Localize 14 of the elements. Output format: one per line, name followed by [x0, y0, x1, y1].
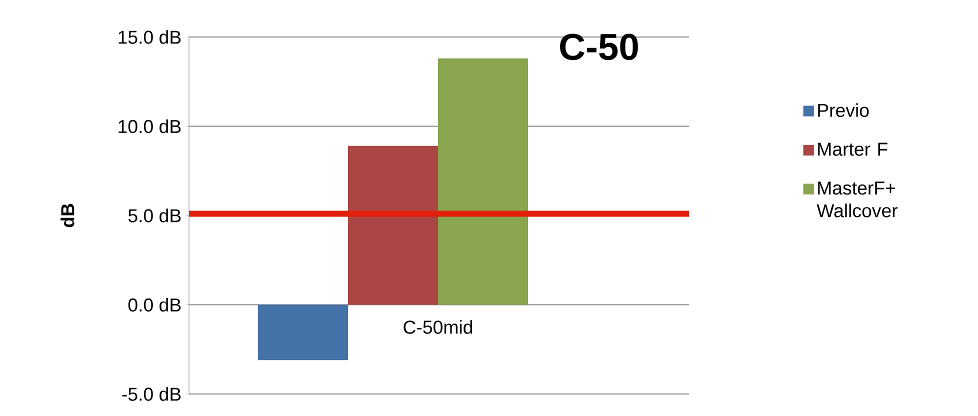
legend-label: Previo [818, 103, 869, 117]
y-tick-label: 10.0 dB [118, 119, 181, 134]
bar [258, 304, 348, 360]
y-tick-label: 5.0 dB [128, 208, 181, 222]
legend-label: Marter F [818, 142, 888, 156]
chart-title: C-50 [560, 34, 638, 60]
bar [348, 146, 438, 305]
y-axis-title: dB [60, 204, 74, 228]
y-tick-label: -5.0 dB [122, 387, 181, 401]
x-tick-label: C-50mid [404, 320, 472, 334]
y-tick-label: 0.0 dB [128, 298, 181, 312]
legend-label: MasterF+ Wallcover [816, 182, 898, 218]
y-tick-label: 15.0 dB [118, 30, 181, 44]
bar [438, 58, 528, 305]
